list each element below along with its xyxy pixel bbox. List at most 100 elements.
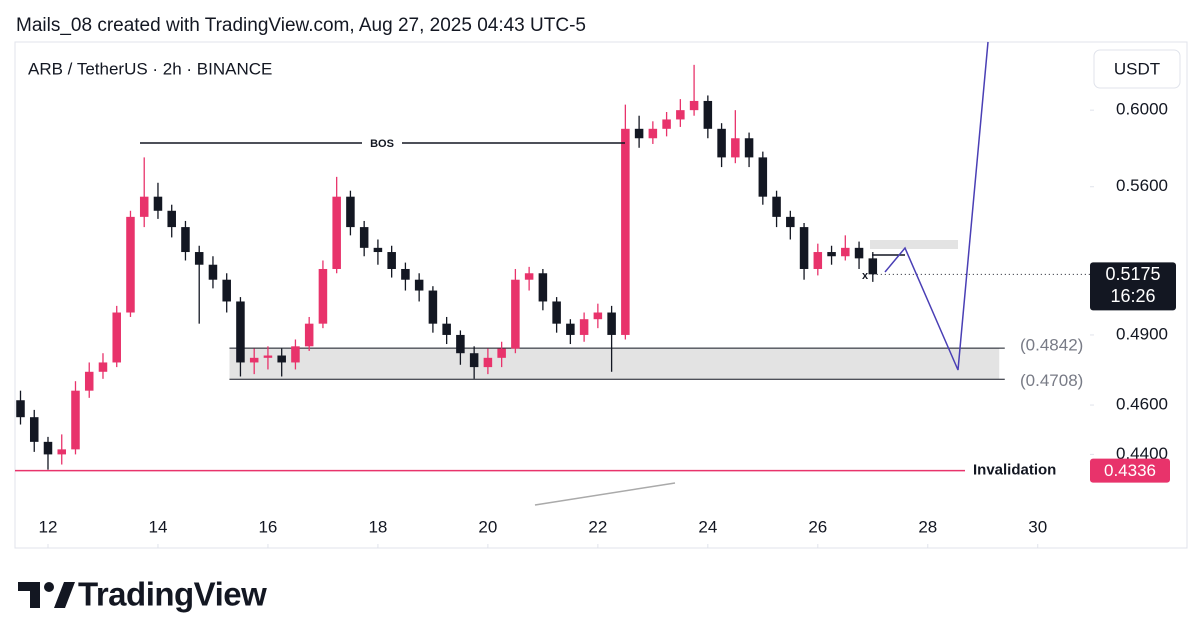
x-tick-label: 22 [588,517,607,536]
x-tick-label: 14 [149,517,168,536]
candle-body [401,268,410,280]
candle-body [566,323,575,335]
y-tick-label: 0.4900 [1116,324,1168,343]
candle-body [249,357,259,363]
candle-body [662,119,671,129]
candle-body [43,441,53,455]
target-box [870,240,958,249]
candle-body [442,323,451,335]
marker-x: x [862,270,869,282]
x-tick-label: 18 [368,517,387,536]
candle-body [222,279,231,302]
y-tick-label: 0.6000 [1116,100,1168,119]
currency[interactable]: USDT [1114,59,1160,78]
candle-body [277,355,286,363]
candle-body [29,417,39,442]
caption: Mails_08 created with TradingView.com, A… [16,15,586,36]
candle-body [497,348,506,358]
candle-body [181,227,190,253]
candle-body [579,319,589,335]
candle-body [71,390,80,450]
plot [15,64,1094,548]
brand-logo [18,582,75,608]
frame [14,41,1188,549]
candle-body [167,210,176,228]
candle-body [772,196,781,217]
x-tick-label: 20 [478,517,497,536]
last-price: 0.5175 [1105,264,1160,284]
candle-body [758,157,768,197]
x-tick-label: 30 [1028,517,1047,536]
chart-title: ARB / TetherUS · 2h · BINANCE [28,59,272,78]
candle-body [98,362,108,372]
brand-name: TradingView [78,576,267,613]
y-tick-label: 0.4400 [1116,444,1168,463]
candle-body [318,268,328,324]
candle-body [263,355,273,358]
candle-body [469,353,479,368]
candle-body [717,128,726,158]
candle-body [676,110,685,120]
candle-body [607,312,616,335]
y-tick-label: 0.5600 [1116,176,1168,195]
candle-body [524,273,534,280]
countdown: 16:26 [1110,286,1155,306]
bos-label: BOS [370,138,394,150]
candle-body [593,312,603,320]
candle-body [57,449,67,455]
trend-line [534,482,676,506]
candle-body [689,100,699,111]
candle-body [112,312,121,363]
candle-body [868,258,878,275]
candle-body [16,400,25,418]
x-tick-label: 28 [918,517,937,536]
candle-body [703,100,713,129]
candle-body [744,138,754,158]
invalidation-label: Invalidation [973,462,1056,479]
x-tick-label: 24 [698,517,717,536]
candle-body [538,273,548,302]
candle-body [373,247,383,253]
candle-body [153,196,163,211]
candle-body [648,128,658,139]
candle-body [511,279,520,349]
candle-body [139,196,149,217]
candle-body [359,227,369,248]
candle-body [346,196,355,228]
candle-body [332,196,341,269]
candle-body [799,227,809,269]
projection-path [884,41,989,371]
invalidation-price-box [1090,458,1170,483]
candle-body [414,279,424,291]
candle-body [841,247,850,257]
y-tick-label: 0.4600 [1116,395,1168,414]
candle-body [634,128,644,139]
candle-body [428,290,438,324]
candle-body [483,357,493,368]
x-tick-label: 12 [39,517,58,536]
zone-label: (0.4842) [1020,336,1083,355]
candle-body [304,323,314,347]
candle-body [854,247,864,259]
zone [229,348,1000,380]
bos-label-bg [362,134,402,152]
candle-body [208,264,218,280]
candle-body [786,216,795,228]
candle-body [456,334,465,354]
candle-body [552,301,561,324]
candle-body [236,301,245,363]
candle-body [731,138,740,158]
candle-body [84,371,94,391]
candle-body [813,252,823,269]
candle-body [194,252,204,265]
candle-body [621,128,630,335]
zone-label: (0.4708) [1020,371,1083,390]
currency-box[interactable] [1093,49,1181,89]
candle-body [827,252,836,257]
candle-body [387,252,396,269]
x-tick-label: 16 [258,517,277,536]
candle-body [126,216,135,313]
invalidation-price: 0.4336 [1104,461,1156,480]
